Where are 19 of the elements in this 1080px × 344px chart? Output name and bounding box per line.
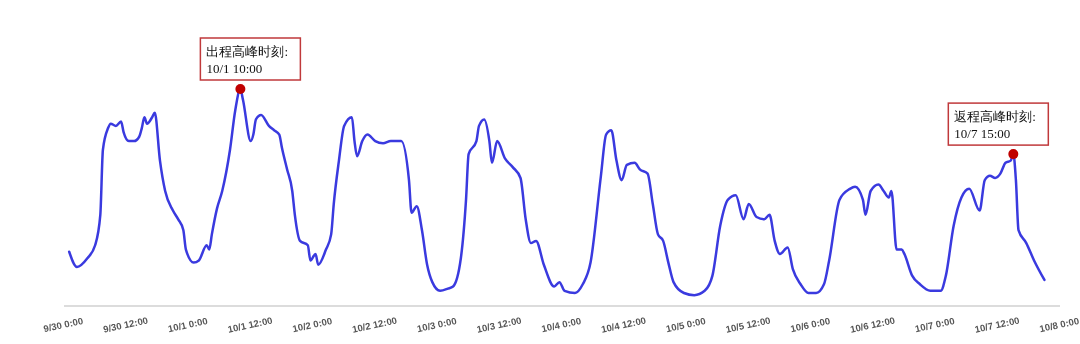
x-tick-label: 10/5 0:00: [664, 315, 707, 335]
x-tick-label: 10/6 12:00: [849, 314, 896, 335]
annotation: 返程高峰时刻: 10/7 15:00: [954, 109, 1036, 142]
x-tick-label: 10/3 0:00: [415, 315, 458, 335]
x-tick-label: 10/5 12:00: [724, 314, 772, 335]
x-tick-label: 10/8 0:00: [1038, 315, 1080, 335]
x-tick-label: 10/2 0:00: [291, 315, 334, 335]
x-tick-label: 10/1 0:00: [166, 315, 209, 335]
x-tick-label: 10/4 12:00: [600, 314, 647, 335]
x-tick-label: 10/6 0:00: [789, 315, 832, 335]
x-tick-label: 10/4 0:00: [540, 315, 583, 335]
x-tick-label: 10/1 12:00: [226, 314, 274, 335]
x-tick-label: 9/30 12:00: [102, 314, 149, 335]
x-tick-label: 10/3 12:00: [475, 314, 523, 335]
x-tick-label: 9/30 0:00: [42, 315, 85, 335]
x-tick-label: 10/7 12:00: [973, 314, 1021, 335]
annotation: 出程高峰时刻: 10/1 10:00: [206, 44, 288, 76]
x-tick-label: 10/2 12:00: [351, 314, 398, 335]
x-tick-label: 10/7 0:00: [913, 315, 956, 335]
